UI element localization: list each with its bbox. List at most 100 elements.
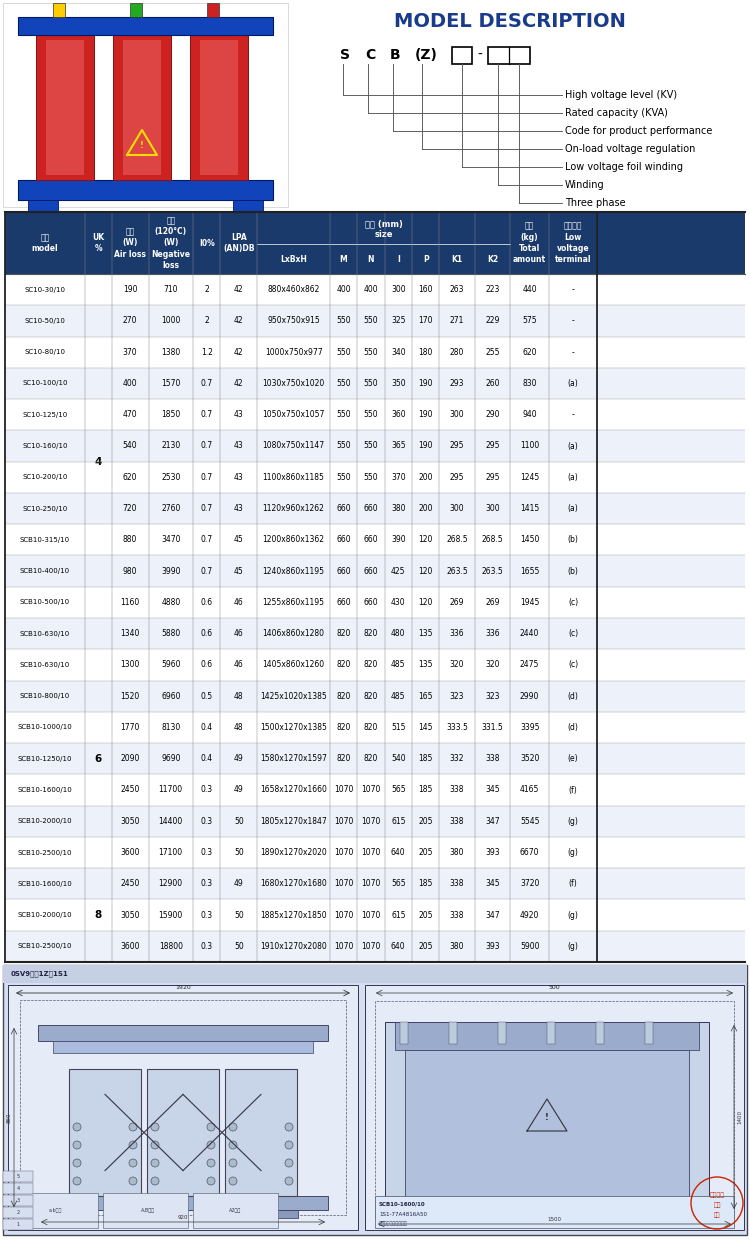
Text: 1380: 1380 (161, 347, 181, 357)
Text: 1070: 1070 (334, 848, 353, 857)
Text: 430: 430 (391, 598, 406, 606)
Text: 485: 485 (391, 692, 406, 701)
Text: 1120x960x1262: 1120x960x1262 (262, 503, 325, 513)
Text: 338: 338 (450, 785, 464, 795)
Text: 1580x1270x1597: 1580x1270x1597 (260, 754, 327, 764)
Bar (3, 1171, 33, 1182)
Text: SC10-125/10: SC10-125/10 (22, 412, 68, 418)
Text: 255: 255 (485, 347, 500, 357)
Text: SCB10-800/10: SCB10-800/10 (20, 693, 70, 699)
Text: SCB10-1250/10: SCB10-1250/10 (18, 755, 72, 761)
Text: 550: 550 (336, 379, 351, 388)
Text: 550: 550 (364, 347, 378, 357)
Circle shape (229, 1123, 237, 1131)
Text: 550: 550 (364, 410, 378, 419)
Text: High voltage level (KV): High voltage level (KV) (565, 91, 677, 100)
Text: 710: 710 (164, 285, 178, 294)
Text: 880x460x862: 880x460x862 (268, 285, 320, 294)
Text: A2端子: A2端子 (229, 1208, 242, 1213)
Text: (a): (a) (568, 503, 578, 513)
Text: 0.6: 0.6 (200, 629, 213, 639)
Text: 43: 43 (234, 441, 244, 450)
Text: Winding: Winding (565, 180, 604, 190)
Text: 338: 338 (450, 910, 464, 920)
Text: 660: 660 (336, 536, 351, 544)
Text: 860: 860 (7, 1112, 12, 1122)
Bar (53, 2, 65, 17)
Text: 120: 120 (419, 536, 433, 544)
Text: 0SV9はご1Zご1S1: 0SV9はご1Zご1S1 (11, 971, 69, 977)
Text: 46: 46 (234, 629, 244, 639)
Circle shape (129, 1159, 137, 1167)
Text: 338: 338 (450, 817, 464, 826)
Text: 500: 500 (549, 985, 560, 990)
Text: SCB10-630/10: SCB10-630/10 (20, 662, 70, 668)
Bar (5, 743, 745, 774)
Text: 3470: 3470 (161, 536, 181, 544)
Text: 260: 260 (485, 379, 500, 388)
Bar (449, 1022, 457, 1044)
Text: 338: 338 (485, 754, 500, 764)
Text: SC10-50/10: SC10-50/10 (25, 317, 65, 324)
Text: 485: 485 (391, 661, 406, 670)
Text: 640: 640 (391, 942, 406, 951)
Bar (5, 212, 745, 274)
Text: 120: 120 (419, 567, 433, 575)
Text: 820: 820 (364, 692, 378, 701)
Text: 200: 200 (419, 472, 433, 482)
Text: Low voltage foil winding: Low voltage foil winding (565, 162, 683, 172)
Bar (3, 1207, 33, 1218)
Text: 1000x750x977: 1000x750x977 (265, 347, 322, 357)
Circle shape (73, 1123, 81, 1131)
Bar (38, 1025, 328, 1042)
Text: (g): (g) (568, 817, 578, 826)
Circle shape (207, 1123, 215, 1131)
Text: 540: 540 (391, 754, 406, 764)
Bar (547, 1022, 555, 1044)
Text: 336: 336 (485, 629, 500, 639)
Text: 1070: 1070 (334, 785, 353, 795)
Text: 565: 565 (391, 785, 406, 795)
Text: 1200x860x1362: 1200x860x1362 (262, 536, 325, 544)
Text: (f): (f) (568, 785, 578, 795)
Text: 1S1-77A4816A50: 1S1-77A4816A50 (379, 1211, 427, 1216)
Text: 2760: 2760 (161, 503, 181, 513)
Text: (a): (a) (568, 441, 578, 450)
Text: 4920: 4920 (520, 910, 539, 920)
Circle shape (285, 1177, 293, 1185)
Text: 880: 880 (123, 536, 137, 544)
Text: 1885x1270x1850: 1885x1270x1850 (260, 910, 327, 920)
Text: 620: 620 (523, 347, 537, 357)
Bar (8, 985, 358, 1230)
Text: 660: 660 (364, 503, 378, 513)
Text: 820: 820 (364, 754, 378, 764)
Text: 325: 325 (391, 316, 406, 325)
Text: 185: 185 (419, 754, 433, 764)
Text: 300: 300 (485, 503, 500, 513)
Text: 5: 5 (16, 1174, 20, 1179)
Text: 360: 360 (391, 410, 406, 419)
Text: (c): (c) (568, 661, 578, 670)
Text: 1.2: 1.2 (201, 347, 212, 357)
Text: 336: 336 (450, 629, 464, 639)
Text: 205: 205 (419, 848, 433, 857)
Text: 广能特变: 广能特变 (710, 1192, 724, 1198)
Bar (375, 1001, 734, 1218)
Text: SC10-80/10: SC10-80/10 (25, 350, 65, 355)
Text: 2440: 2440 (520, 629, 539, 639)
Text: K1: K1 (452, 254, 463, 264)
Text: 300: 300 (450, 503, 464, 513)
Bar (36, 35, 94, 180)
Text: 323: 323 (450, 692, 464, 701)
Text: 1000: 1000 (161, 316, 181, 325)
Text: 640: 640 (391, 848, 406, 857)
Bar (207, 2, 219, 17)
Text: 263: 263 (450, 285, 464, 294)
Text: (g): (g) (568, 848, 578, 857)
Text: 300: 300 (450, 410, 464, 419)
Text: 8: 8 (94, 910, 102, 920)
Text: 0.7: 0.7 (200, 472, 213, 482)
Text: 1658x1270x1660: 1658x1270x1660 (260, 785, 327, 795)
Text: 低压端子
Low
voltage
terminal: 低压端子 Low voltage terminal (555, 222, 591, 264)
Bar (103, 1193, 188, 1228)
